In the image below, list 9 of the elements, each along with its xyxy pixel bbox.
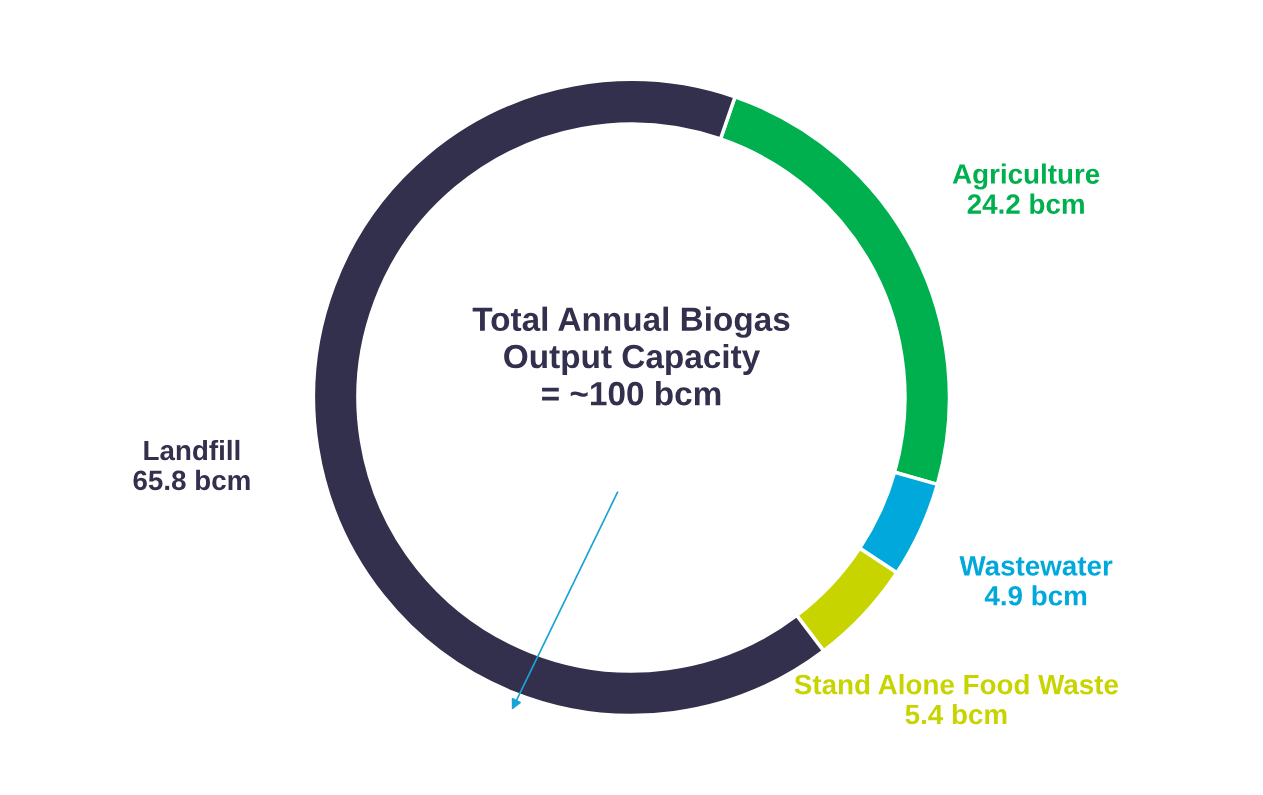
text: Total Annual Biogas Output Capacity = ~100 bcm xyxy=(472,306,790,406)
data-label: 4.9 bcm xyxy=(984,585,1087,606)
data-label: 65.8 bcm xyxy=(133,469,250,491)
slice-label: Stand Alone Food Waste xyxy=(794,674,1118,695)
slice-label: Wastewater xyxy=(959,556,1113,576)
data-label: 5.4 bcm xyxy=(905,703,1007,725)
slice-label: Agriculture xyxy=(952,163,1100,190)
slice-label: Landfill xyxy=(144,439,240,461)
data-label: 24.2 bcm xyxy=(967,193,1084,214)
